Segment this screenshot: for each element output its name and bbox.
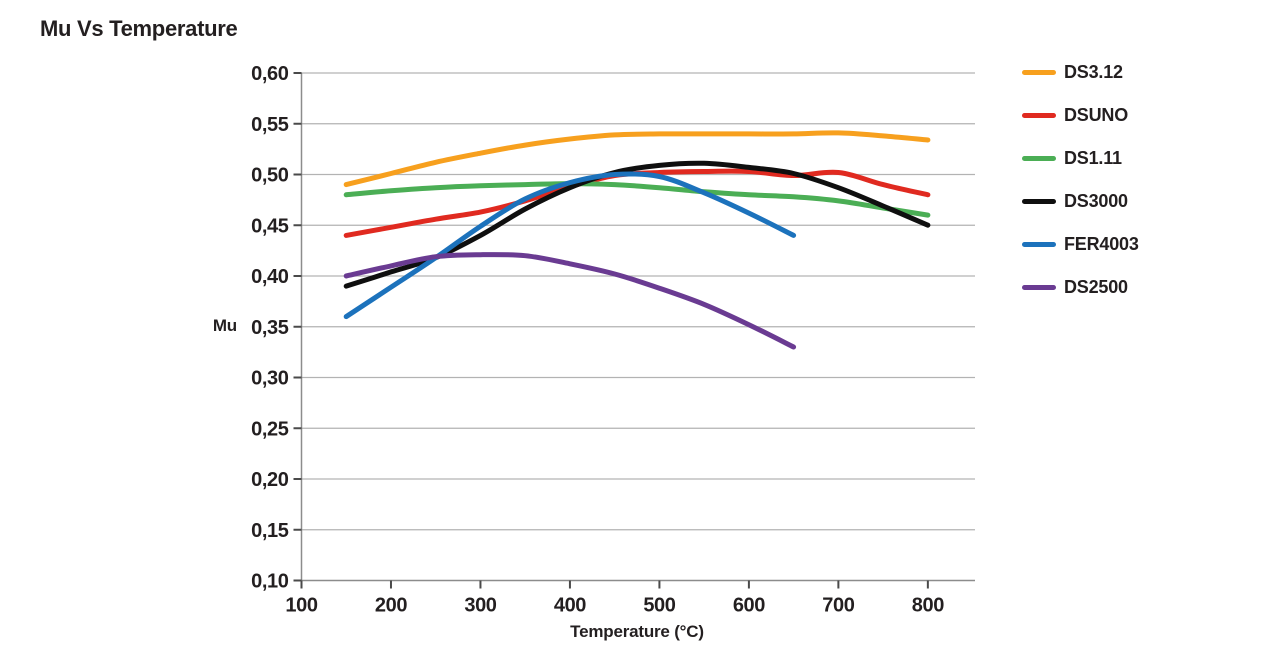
legend-label: DS2500 [1064, 277, 1128, 297]
legend-item-ds312: DS3.12 [1022, 62, 1139, 83]
chart-title: Mu Vs Temperature [40, 16, 238, 41]
legend-label: FER4003 [1064, 234, 1139, 254]
legend-swatch [1022, 113, 1056, 118]
series-line-ds312 [343, 130, 931, 188]
legend-swatch [1022, 285, 1056, 290]
legend-item-fer4003: FER4003 [1022, 234, 1139, 255]
x-axis-title: Temperature (°C) [570, 622, 704, 641]
x-tick-label: 500 [643, 595, 675, 617]
y-tick-label: 0,40 [251, 266, 289, 288]
legend-swatch [1022, 156, 1056, 161]
legend-label: DS1.11 [1064, 148, 1122, 168]
x-tick-label: 200 [375, 595, 407, 617]
y-tick-label: 0,25 [251, 418, 289, 440]
legend-item-dsuno: DSUNO [1022, 105, 1139, 126]
legend-label: DSUNO [1064, 105, 1129, 125]
legend-label: DS3000 [1064, 191, 1128, 211]
y-tick-label: 0,15 [251, 520, 289, 542]
gridlines [301, 72, 975, 531]
legend-swatch [1022, 242, 1056, 247]
legend: DS3.12 DSUNO DS1.11 DS3000 FER4003 DS2500 [1022, 62, 1139, 320]
x-tick-label: 400 [554, 595, 586, 617]
series-lines [343, 130, 931, 350]
legend-item-ds3000: DS3000 [1022, 191, 1139, 212]
legend-item-ds111: DS1.11 [1022, 148, 1139, 169]
legend-item-ds2500: DS2500 [1022, 277, 1139, 298]
y-tick-label: 0,55 [251, 114, 289, 136]
x-tick-label: 100 [285, 595, 317, 617]
series-line-ds111 [343, 181, 931, 218]
x-tick-label: 600 [733, 595, 765, 617]
series-line-ds2500 [343, 252, 797, 350]
legend-swatch [1022, 70, 1056, 75]
y-tick-label: 0,45 [251, 215, 289, 237]
x-tick-label: 700 [822, 595, 854, 617]
y-tick-label: 0,20 [251, 469, 289, 491]
y-tick-label: 0,50 [251, 165, 289, 187]
legend-label: DS3.12 [1064, 62, 1123, 82]
tick-labels: 0,60 0,55 0,50 0,45 0,40 0,35 0,30 0,25 0,20 0,15… [251, 63, 944, 617]
legend-swatch [1022, 199, 1056, 204]
y-axis-title: Mu [213, 316, 237, 335]
x-tick-label: 800 [912, 595, 944, 617]
tick-marks [293, 72, 929, 589]
series-line-fer4003 [343, 171, 797, 320]
x-tick-label: 300 [464, 595, 496, 617]
y-tick-label: 0,60 [251, 63, 289, 85]
y-tick-label: 0,10 [251, 571, 289, 593]
y-tick-label: 0,35 [251, 317, 289, 339]
y-tick-label: 0,30 [251, 368, 289, 390]
